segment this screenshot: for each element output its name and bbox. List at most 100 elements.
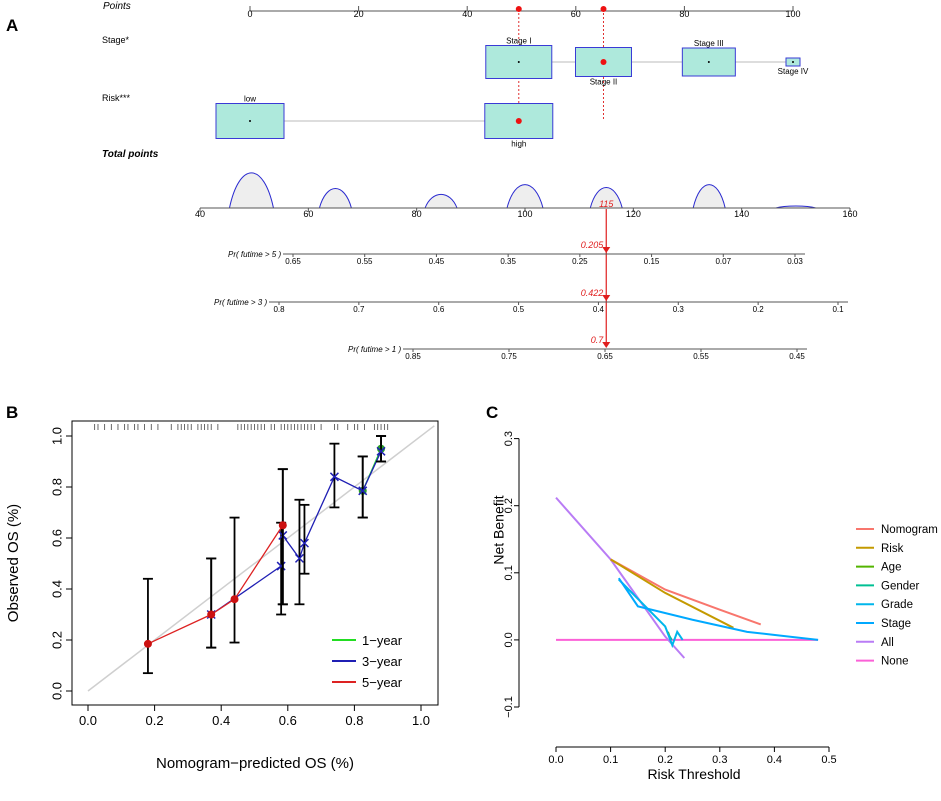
probability-tick-label: 0.4 [593, 305, 605, 314]
density-peak [692, 184, 726, 209]
y-axis-tick-label: 0.6 [49, 529, 64, 547]
x-axis-tick-label: 0.5 [821, 754, 836, 766]
probability-axis-label: Pr( futime > 3 ) [214, 298, 267, 307]
legend-label: 1−year [362, 633, 403, 648]
y-axis-tick-label: 0.2 [49, 631, 64, 649]
density-peak [506, 184, 544, 209]
level-label: high [511, 140, 526, 149]
x-axis-tick-label: 0.4 [212, 713, 230, 728]
points-axis-label: Points [103, 1, 131, 12]
level-center-dot [249, 120, 251, 122]
level-label: Stage III [694, 39, 724, 48]
total-points-tick-label: 100 [517, 209, 532, 219]
legend-label: 3−year [362, 654, 403, 669]
total-points-tick-label: 40 [195, 209, 205, 219]
points-axis-tick-label: 60 [571, 9, 581, 19]
probability-tick-label: 0.25 [572, 257, 588, 266]
legend-label: Age [881, 562, 901, 574]
x-axis-tick-label: 0.2 [146, 713, 164, 728]
total-points-tick-label: 120 [626, 209, 641, 219]
points-axis-tick-label: 80 [679, 9, 689, 19]
level-center-dot [792, 61, 794, 63]
calibration-panel: 0.0 0.0 0.2 0.2 0.4 0.4 0.6 0.6 0.8 0.8 1.0 1.0 Nomo… [5, 420, 439, 772]
level-label: low [244, 95, 256, 104]
density-peak [318, 188, 353, 209]
net-benefit-curve [618, 578, 684, 649]
points-axis-tick-label: 100 [785, 9, 800, 19]
density-peak [228, 172, 275, 209]
calibration-point-x [329, 472, 339, 482]
probability-tick-label: 0.65 [285, 257, 301, 266]
y-axis-tick-label: 0.8 [49, 478, 64, 496]
x-axis-label: Nomogram−predicted OS (%) [156, 755, 354, 772]
y-axis-tick-label: −0.1 [503, 696, 515, 718]
net-benefit-curve [617, 577, 819, 641]
total-points-tick-label: 60 [303, 209, 313, 219]
probability-axis-label: Pr( futime > 5 ) [228, 250, 281, 259]
calibration-point-x [358, 486, 368, 496]
x-axis-tick-label: 0.0 [548, 754, 563, 766]
level-center-dot [707, 61, 710, 63]
probability-tick-label: 0.85 [405, 352, 421, 361]
panel-a-letter: A [6, 16, 18, 35]
legend-label: Stage [881, 618, 911, 630]
y-axis-label: Net Benefit [491, 495, 507, 564]
points-axis-tick-label: 0 [247, 9, 252, 19]
probability-tick-label: 0.5 [513, 305, 525, 314]
points-axis-tick-label: 40 [462, 9, 472, 19]
probability-tick-label: 0.15 [644, 257, 660, 266]
calibration-point [143, 639, 152, 648]
probability-predicted-label: 0.205 [581, 240, 605, 250]
probability-tick-label: 0.2 [753, 305, 765, 314]
legend-label: Gender [881, 580, 920, 592]
total-points-selected-label: 115 [599, 199, 614, 209]
total-points-tick-label: 160 [842, 209, 857, 219]
plot-frame [71, 420, 439, 706]
variable-name-label: Risk*** [102, 93, 131, 103]
x-axis-tick-label: 0.3 [712, 754, 727, 766]
probability-tick-label: 0.8 [273, 305, 285, 314]
total-points-tick-label: 80 [412, 209, 422, 219]
calibration-line [210, 451, 382, 616]
net-benefit-curve [555, 496, 686, 659]
legend-label: Nomogram [881, 524, 938, 536]
x-axis-tick-label: 0.6 [279, 713, 297, 728]
x-axis-tick-label: 1.0 [412, 713, 430, 728]
net-benefit-curve [610, 558, 734, 629]
x-axis-tick-label: 0.1 [603, 754, 618, 766]
variable-name-label: Stage* [102, 35, 130, 45]
nomogram-panel: Points 0 20 40 60 80 100 Stage* Stage I Stage II S… [102, 1, 858, 361]
probability-predicted-label: 0.422 [581, 288, 604, 298]
y-axis-tick-label: 0.0 [49, 682, 64, 700]
x-axis-tick-label: 0.8 [345, 713, 363, 728]
legend-label: All [881, 637, 894, 649]
points-selected-marker [600, 6, 607, 12]
legend-label: Grade [881, 599, 913, 611]
x-axis-label: Risk Threshold [647, 766, 740, 782]
probability-tick-label: 0.55 [693, 352, 709, 361]
calibration-point-x [376, 446, 386, 456]
y-axis-label: Observed OS (%) [5, 504, 22, 622]
level-center-dot [517, 61, 520, 63]
level-label: Stage I [506, 37, 531, 46]
y-axis-tick-label: 0.3 [503, 431, 515, 446]
probability-tick-label: 0.75 [501, 352, 517, 361]
total-points-tick-label: 140 [734, 209, 749, 219]
probability-axis-label: Pr( futime > 1 ) [348, 345, 401, 354]
net-benefit-curve [610, 558, 762, 626]
level-selected-marker [515, 118, 522, 124]
y-axis-tick-label: 0.2 [503, 498, 515, 513]
calibration-point [207, 610, 216, 619]
probability-tick-label: 0.45 [789, 352, 805, 361]
probability-tick-label: 0.65 [597, 352, 613, 361]
level-selected-marker [600, 59, 607, 65]
curve-group [555, 496, 819, 659]
x-axis-tick-label: 0.0 [79, 713, 97, 728]
y-axis-tick-label: 0.4 [49, 580, 64, 598]
probability-predicted-label: 0.7 [591, 335, 605, 345]
legend-label: Risk [881, 543, 904, 555]
calibration-point-x [294, 553, 304, 563]
probability-tick-label: 0.07 [715, 257, 731, 266]
probability-tick-label: 0.35 [500, 257, 516, 266]
